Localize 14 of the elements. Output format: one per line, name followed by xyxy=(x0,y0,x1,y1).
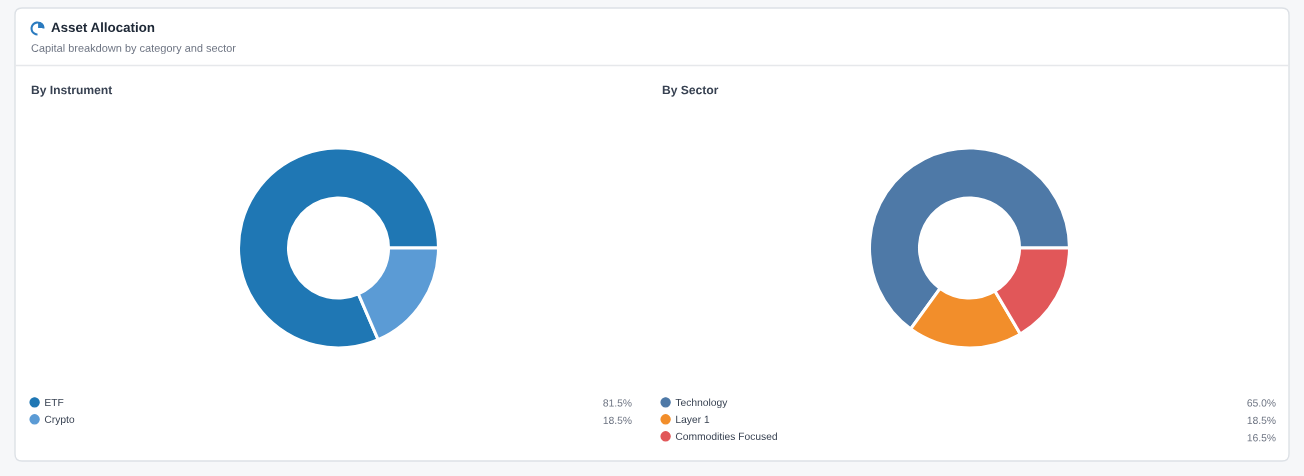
data-label: 65.0% xyxy=(1247,399,1276,407)
legend-label: Crypto xyxy=(44,415,75,426)
data-label: 81.5% xyxy=(603,399,632,407)
legend-label: Technology xyxy=(675,398,728,409)
data-label: 16.5% xyxy=(1247,434,1276,442)
legend-label: ETF xyxy=(45,398,64,406)
data-label: 18.5% xyxy=(603,416,632,424)
text: Asset Allocation xyxy=(51,22,155,33)
text: Capital breakdown by category and sector xyxy=(31,43,236,55)
chart-title: By Instrument xyxy=(31,85,113,97)
chart-title: By Sector xyxy=(662,85,719,97)
data-label: 18.5% xyxy=(1247,416,1276,424)
legend-label: Layer 1 xyxy=(676,415,710,426)
legend-label: Commodities Focused xyxy=(675,432,777,441)
